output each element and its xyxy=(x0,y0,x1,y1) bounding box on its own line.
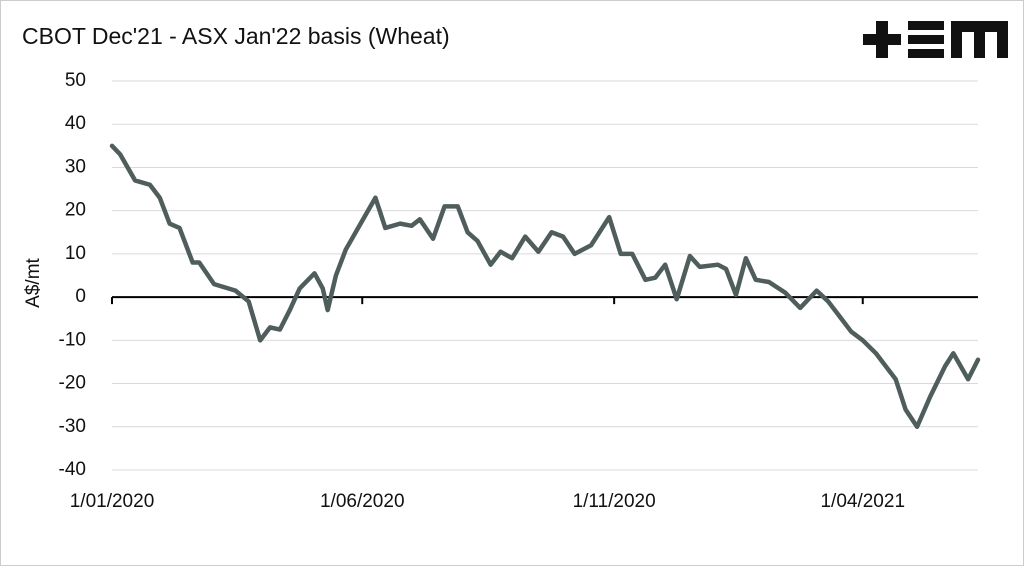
chart-title: CBOT Dec'21 - ASX Jan'22 basis (Wheat) xyxy=(22,23,450,49)
data-line xyxy=(109,143,981,430)
y-tick-label: 20 xyxy=(65,200,86,221)
y-tick-label: -40 xyxy=(59,459,86,480)
y-axis-label: A$/mt xyxy=(23,257,44,307)
y-tick-label: 50 xyxy=(65,70,86,91)
y-tick-label: 40 xyxy=(65,113,86,134)
y-tick-label: 30 xyxy=(65,156,86,177)
y-tick-label: -30 xyxy=(59,416,86,437)
y-tick-label: -20 xyxy=(59,373,86,394)
y-tick-label: 0 xyxy=(75,286,86,307)
x-tick-label: 1/01/2020 xyxy=(70,491,155,512)
x-tick-label: 1/06/2020 xyxy=(320,491,405,512)
y-tick-label: -10 xyxy=(59,329,86,350)
logo xyxy=(863,21,1008,58)
x-tick-label: 1/11/2020 xyxy=(573,491,656,512)
x-tick-label: 1/04/2021 xyxy=(820,491,905,512)
y-tick-label: 10 xyxy=(65,243,86,264)
